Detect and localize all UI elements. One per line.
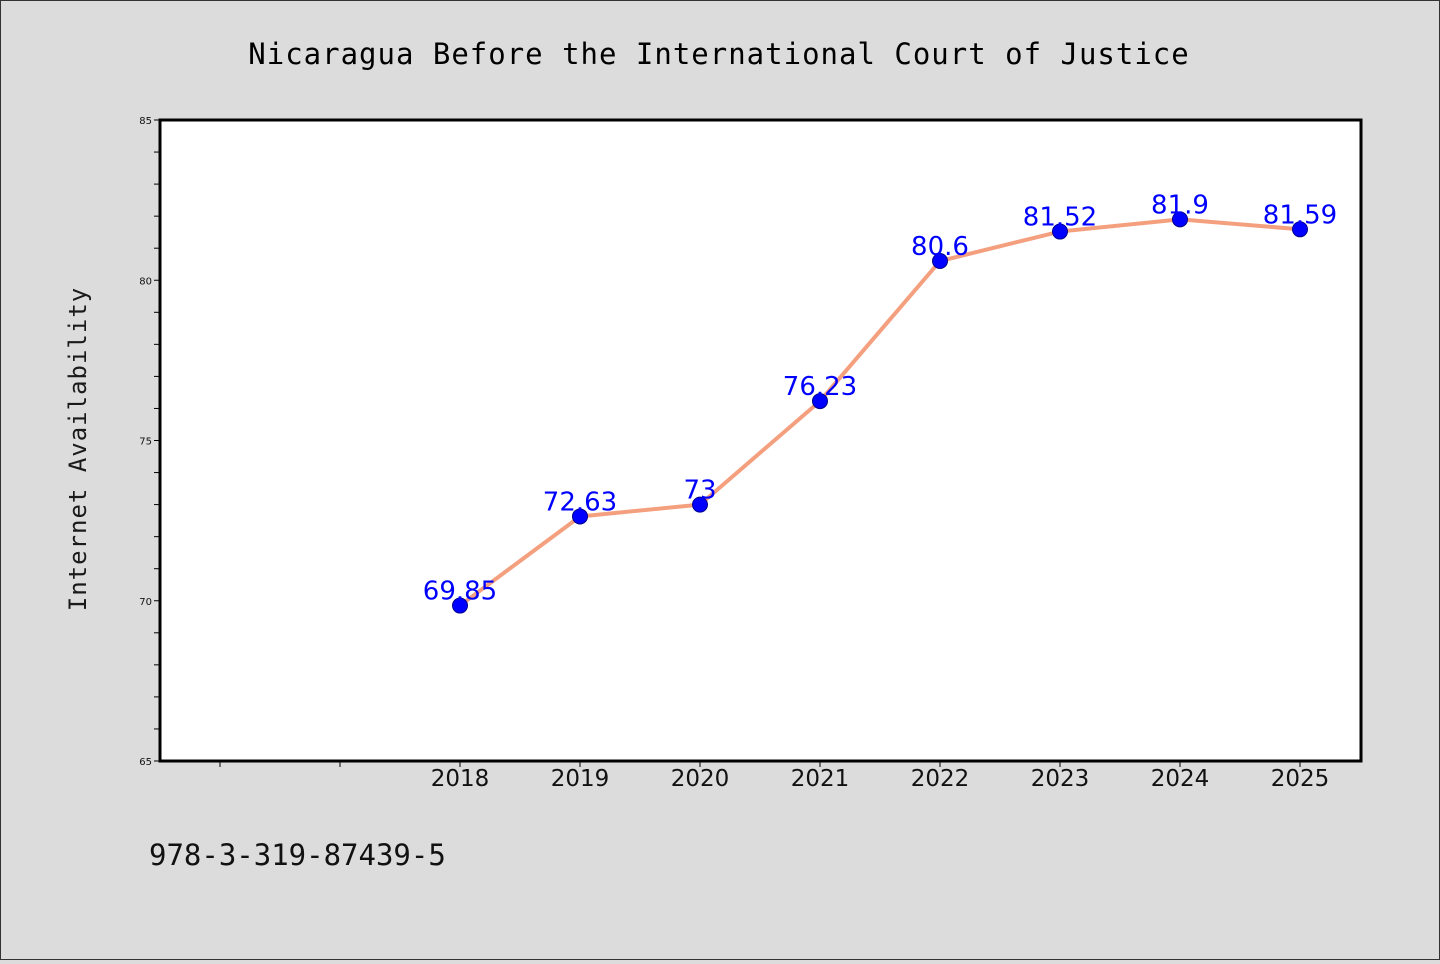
y-tick-label: 65 <box>139 757 152 768</box>
y-tick-label: 70 <box>139 597 152 608</box>
x-tick-label: 2020 <box>671 766 730 792</box>
data-point <box>1052 223 1068 240</box>
data-label: 76.23 <box>783 372 857 402</box>
x-tick-label: 2019 <box>551 766 610 792</box>
y-axis-label: Internet Availability <box>64 287 92 611</box>
x-tick-label: 2021 <box>791 766 850 792</box>
data-point <box>1172 211 1188 228</box>
series-line-group <box>452 211 1308 614</box>
x-tick-label: 2024 <box>1151 766 1210 792</box>
x-axis: 2018 2019 2020 2021 2022 2023 2024 2025 <box>219 761 1330 792</box>
data-label: 72.63 <box>543 487 617 517</box>
y-tick-label: 75 <box>139 437 152 448</box>
data-label: 81.59 <box>1263 200 1337 230</box>
data-labels-group: 69.85 72.63 73 76.23 80.6 81.52 81.9 81.59 <box>423 190 1337 606</box>
data-label: 80.6 <box>911 232 969 262</box>
data-point <box>452 597 468 614</box>
data-label: 73 <box>683 476 716 506</box>
chart-title: Nicaragua Before the International Court… <box>248 37 1189 71</box>
x-tick-label: 2018 <box>431 766 490 792</box>
y-tick-label: 85 <box>139 116 152 127</box>
data-point <box>572 508 588 525</box>
plot-area <box>158 118 1363 763</box>
y-axis: 65 70 75 80 85 <box>139 116 160 768</box>
x-tick-label: 2025 <box>1271 766 1330 792</box>
data-label: 81.52 <box>1023 203 1097 233</box>
y-tick-label: 80 <box>139 276 152 287</box>
isbn-footer: 978-3-319-87439-5 <box>149 838 446 872</box>
x-tick-label: 2022 <box>911 766 970 792</box>
data-point <box>812 393 828 410</box>
data-point <box>932 253 948 270</box>
x-tick-label: 2023 <box>1031 766 1090 792</box>
data-label: 69.85 <box>423 577 497 607</box>
data-point <box>692 496 708 513</box>
data-point <box>1292 221 1308 238</box>
series-line <box>458 217 1302 608</box>
data-label: 81.9 <box>1151 190 1209 220</box>
